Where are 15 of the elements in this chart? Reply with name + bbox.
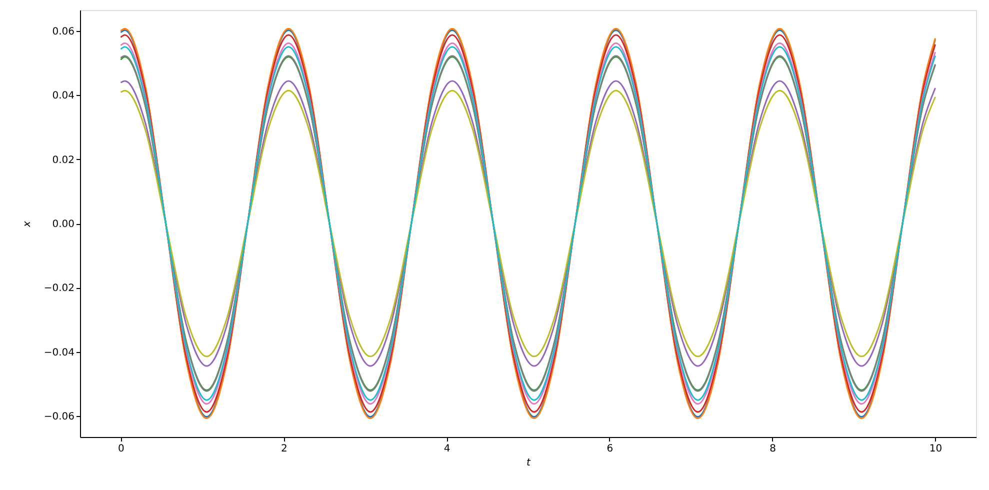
x-tick-label: 8 [770,444,776,454]
y-tick-label: −0.04 [44,347,74,358]
x-tick-label: 6 [606,444,614,454]
y-tick-label: −0.06 [44,412,74,423]
y-tick-label: −0.02 [44,283,74,294]
x-tick-label: 0 [118,444,124,454]
y-tick-label: 0.06 [52,26,74,38]
x-axis-title: t [526,458,532,468]
y-tick-label: 0.04 [52,90,74,102]
y-tick-label: 0.00 [52,219,74,230]
x-tick-label: 4 [444,444,450,454]
y-axis-title: x [22,220,33,228]
x-tick-label: 10 [929,444,942,454]
y-tick-label: 0.02 [52,154,74,166]
x-tick-label: 2 [280,444,288,454]
